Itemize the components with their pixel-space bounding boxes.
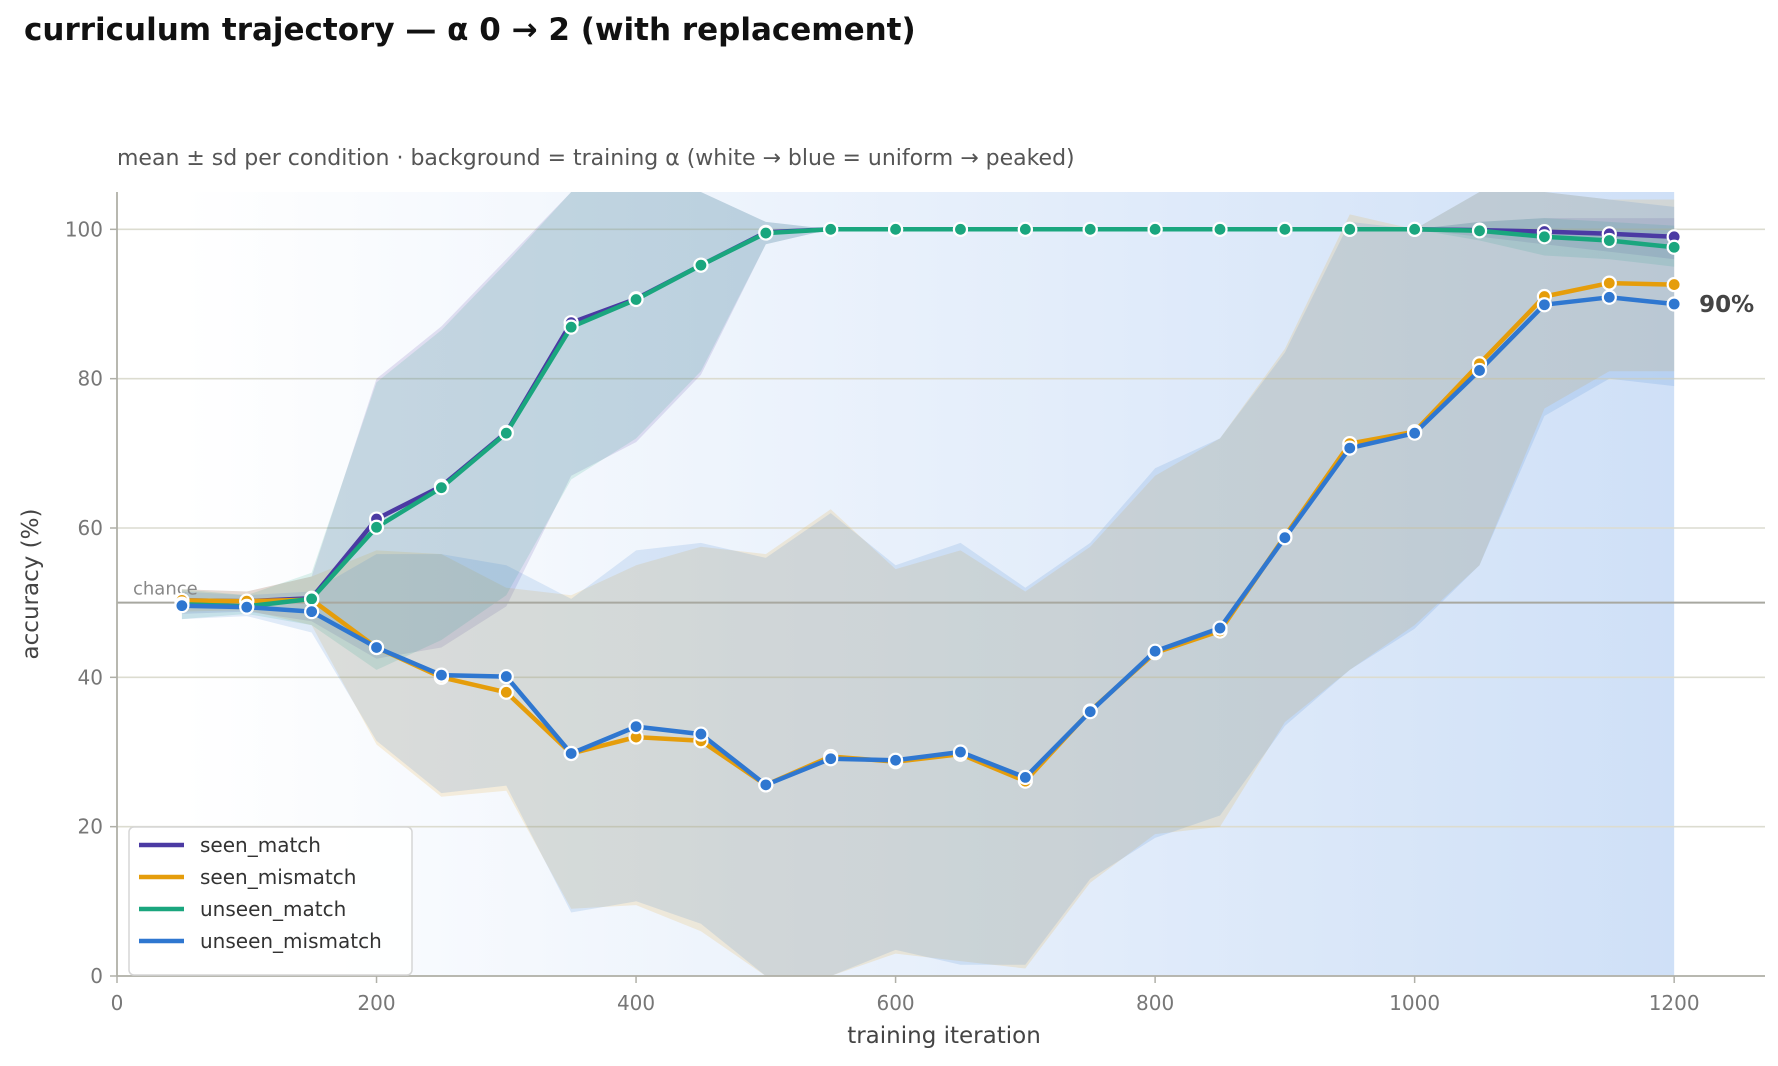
data-point-unseen_match: [1471, 223, 1488, 239]
data-point-unseen_mismatch: [1536, 297, 1553, 313]
data-point-unseen_mismatch: [239, 599, 255, 615]
sd-bands: [181, 192, 1675, 976]
end-value-label: 90%: [1699, 292, 1754, 318]
data-point-seen_mismatch: [1666, 276, 1682, 293]
data-point-unseen_match: [1147, 221, 1163, 237]
series-line-unseen_mismatch: [179, 295, 1677, 788]
data-point-unseen_match: [1666, 239, 1682, 255]
data-point-unseen_match: [823, 221, 839, 237]
sd-band-unseen_mismatch: [181, 192, 1675, 976]
data-point-unseen_mismatch: [1666, 296, 1682, 312]
y-axis-label: accuracy (%): [18, 509, 44, 660]
sd-band-unseen_match: [181, 192, 1675, 670]
data-point-unseen_match: [887, 221, 904, 237]
data-point-unseen_mismatch: [887, 752, 904, 768]
training-alpha-background: [181, 192, 1675, 976]
data-point-unseen_mismatch: [628, 719, 644, 735]
data-point-unseen_match: [563, 319, 579, 335]
y-tick-label: 80: [78, 367, 103, 391]
legend: seen_match seen_mismatch unseen_matchunsee…: [128, 826, 413, 976]
x-tick-label: 400: [617, 991, 655, 1015]
legend-label-unseen_match: unseen_match: [200, 897, 346, 921]
data-point-unseen_match: [1212, 221, 1228, 237]
data-point-unseen_match: [1277, 221, 1293, 237]
data-point-unseen_match: [758, 225, 774, 241]
data-point-unseen_match: [498, 425, 514, 441]
x-tick-label: 600: [876, 991, 914, 1015]
x-tick-label: 0: [111, 991, 124, 1015]
x-tick-label: 200: [357, 991, 395, 1015]
data-point-unseen_mismatch: [1277, 530, 1293, 546]
y-tick-label: 0: [90, 964, 103, 988]
data-point-unseen_match: [952, 221, 969, 237]
data-point-unseen_mismatch: [1017, 769, 1033, 785]
data-point-unseen_match: [368, 519, 385, 535]
data-point-unseen_mismatch: [304, 604, 320, 620]
x-tick-label: 800: [1136, 991, 1174, 1015]
data-point-unseen_mismatch: [1471, 362, 1488, 379]
data-point-unseen_match: [1082, 221, 1098, 237]
data-point-unseen_match: [1342, 221, 1358, 237]
data-point-seen_mismatch: [498, 684, 514, 700]
data-point-unseen_match: [1601, 232, 1617, 249]
data-point-seen_mismatch: [1601, 275, 1617, 291]
data-point-unseen_match: [1407, 221, 1423, 237]
data-point-unseen_mismatch: [823, 751, 839, 767]
alpha-gradient-region: [181, 192, 1675, 976]
data-point-unseen_match: [628, 291, 644, 308]
series-points: [174, 221, 1682, 793]
data-point-unseen_mismatch: [1407, 425, 1423, 441]
data-point-unseen_mismatch: [693, 726, 709, 742]
data-point-unseen_mismatch: [368, 639, 385, 656]
data-point-unseen_mismatch: [1601, 289, 1617, 305]
data-point-unseen_mismatch: [1342, 440, 1358, 456]
x-axis-label: training iteration: [847, 1023, 1041, 1049]
data-point-unseen_mismatch: [563, 745, 579, 762]
y-tick-label: 20: [78, 815, 103, 839]
data-point-unseen_match: [304, 591, 320, 607]
series-line-unseen_match: [179, 227, 1677, 609]
data-point-unseen_mismatch: [1147, 643, 1163, 659]
data-point-unseen_mismatch: [1082, 704, 1098, 720]
legend-label-seen_mismatch: seen_mismatch: [200, 865, 356, 889]
y-tick-label: 40: [78, 665, 103, 689]
y-tick-label: 100: [65, 217, 103, 241]
data-point-unseen_match: [1017, 221, 1033, 237]
sd-band-seen_mismatch: [181, 192, 1675, 976]
legend-label-seen_match: seen_match: [200, 833, 321, 857]
data-point-unseen_mismatch: [498, 668, 514, 685]
sd-band-seen_match: [181, 192, 1675, 659]
data-point-unseen_match: [433, 480, 450, 496]
data-point-unseen_match: [693, 257, 709, 273]
legend-label-unseen_mismatch: unseen_mismatch: [200, 929, 382, 953]
data-point-unseen_mismatch: [758, 777, 774, 793]
data-point-unseen_mismatch: [952, 744, 969, 760]
page-title: curriculum trajectory — α 0 → 2 (with re…: [24, 12, 916, 48]
data-point-unseen_mismatch: [174, 598, 190, 614]
data-point-unseen_mismatch: [433, 667, 450, 683]
series-lines: [179, 227, 1677, 788]
data-point-unseen_match: [1536, 229, 1553, 245]
legend-box: [128, 826, 413, 976]
chart-subtitle: mean ± sd per condition · background = t…: [117, 146, 1075, 171]
x-tick-label: 1000: [1389, 991, 1440, 1015]
x-tick-label: 1200: [1649, 991, 1700, 1015]
y-tick-label: 60: [78, 516, 103, 540]
data-point-unseen_mismatch: [1212, 620, 1228, 636]
